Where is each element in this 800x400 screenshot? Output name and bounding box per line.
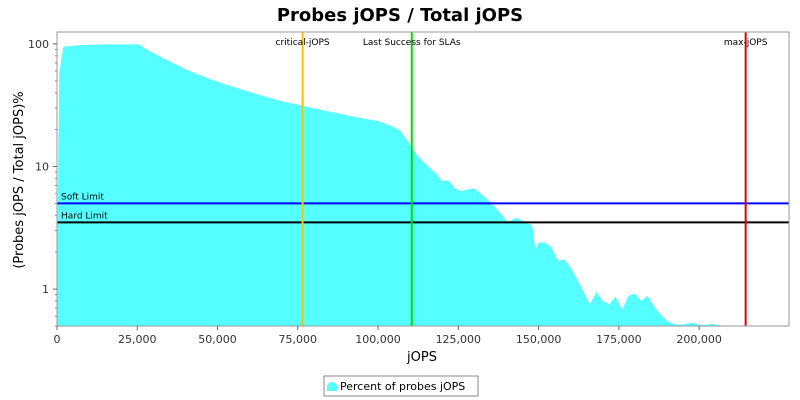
vmarker-label-0: critical-jOPS	[276, 38, 330, 48]
y-tick-label-1: 10	[35, 160, 49, 173]
x-axis-label: jOPS	[406, 350, 437, 365]
chart-title: Probes jOPS / Total jOPS	[277, 5, 523, 26]
x-tick-label-0: 0	[54, 333, 61, 346]
plot-border	[56, 31, 790, 327]
x-tick-label-1: 25,000	[118, 333, 157, 346]
x-tick-label-4: 100,000	[355, 333, 401, 346]
vmarker-label-1: Last Success for SLAs	[363, 38, 461, 48]
x-tick-label-5: 125,000	[436, 333, 482, 346]
x-tick-label-6: 150,000	[516, 333, 562, 346]
x-tick-label-7: 175,000	[596, 333, 642, 346]
series-area	[57, 44, 745, 327]
hmarker-label-0: Soft Limit	[61, 192, 104, 202]
hmarker-label-1: Hard Limit	[61, 211, 108, 221]
x-tick-label-8: 200,000	[676, 333, 722, 346]
legend-swatch	[327, 382, 337, 391]
x-tick-label-2: 50,000	[198, 333, 237, 346]
legend-box	[323, 375, 479, 397]
vmarker-label-2: max-jOPS	[724, 38, 768, 48]
y-tick-label-2: 100	[28, 38, 49, 51]
y-axis-label: (Probes jOPS / Total jOPS)%	[12, 91, 27, 268]
legend-label: Percent of probes jOPS	[340, 380, 465, 393]
x-tick-label-3: 75,000	[279, 333, 318, 346]
y-tick-label-0: 1	[42, 283, 49, 296]
legend: Percent of probes jOPS	[323, 375, 479, 397]
